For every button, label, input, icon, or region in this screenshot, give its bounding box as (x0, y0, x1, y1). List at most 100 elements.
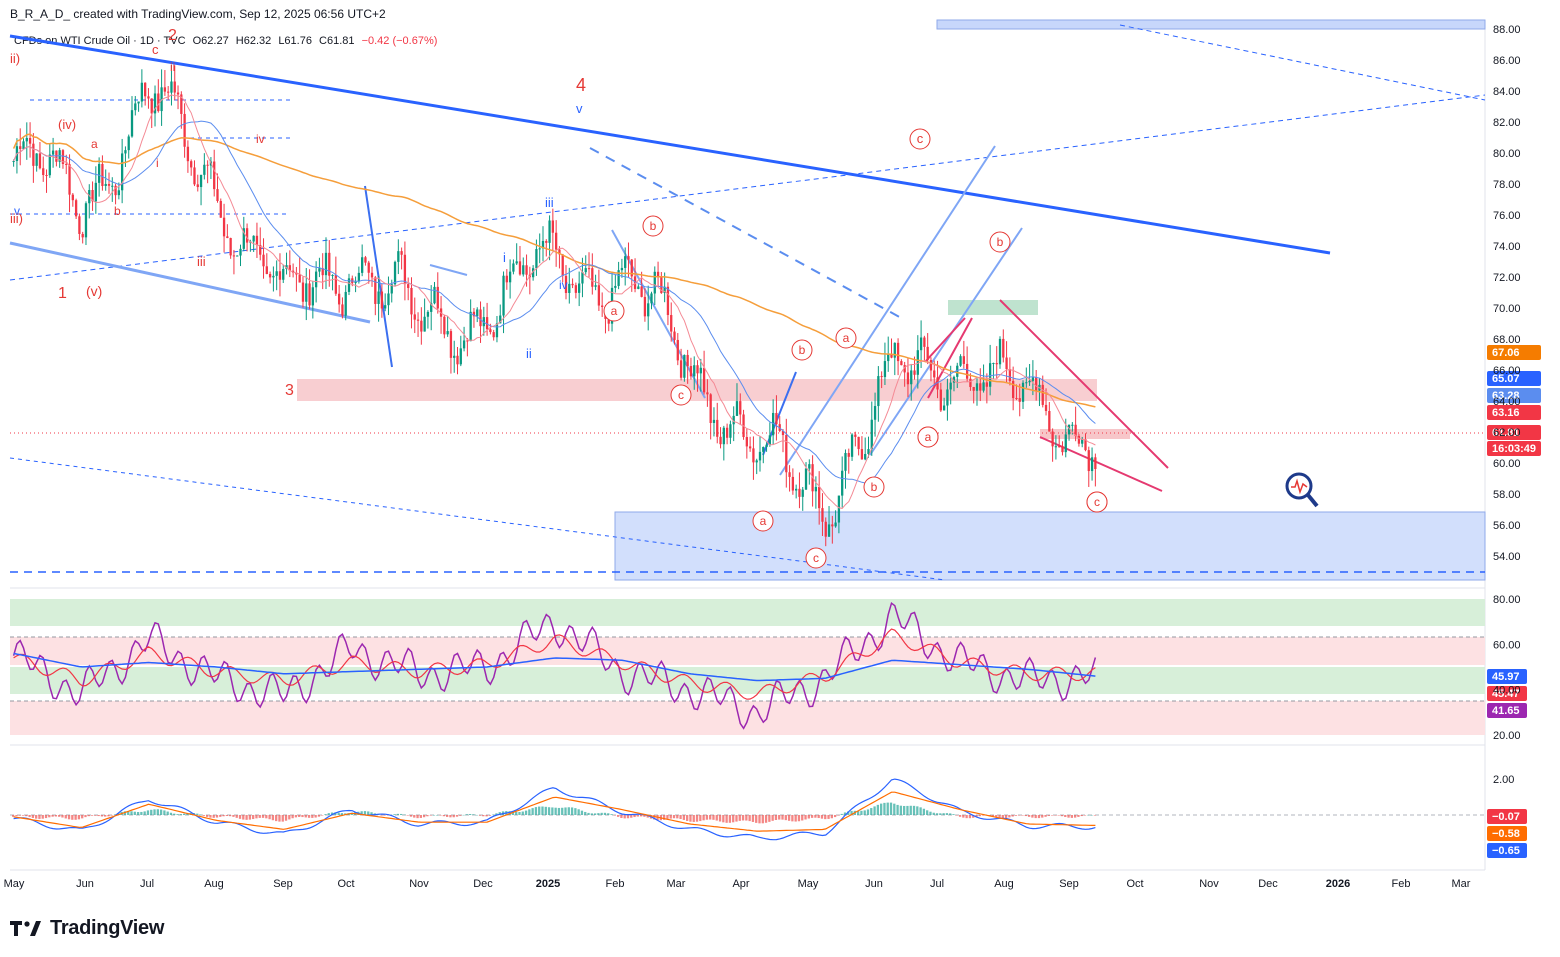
chart-data-layer: 67.0665.0763.2863.1661.8116:03:49ii)c2ii… (10, 27, 1541, 858)
candle-body (873, 406, 877, 420)
macd-hist-bar (422, 815, 426, 818)
macd-hist-bar (146, 810, 150, 815)
candle-body (479, 309, 482, 327)
candle-body (834, 522, 837, 527)
ohlc-close: C61.81 (319, 35, 355, 47)
macd-hist-bar (955, 815, 958, 816)
macd-hist-bar (547, 807, 551, 815)
candle-body (972, 387, 975, 391)
macd-hist-bar (1044, 815, 1047, 817)
candle-body (436, 286, 439, 309)
candle-body (791, 476, 795, 491)
macd-hist-bar (406, 815, 409, 816)
magnifier-icon[interactable] (1285, 472, 1319, 508)
wave-label: c (917, 131, 924, 146)
tradingview-footer[interactable]: TradingView (10, 914, 164, 942)
candle-body (581, 272, 584, 284)
macd-hist-bar (603, 812, 607, 815)
candle-body (173, 81, 176, 93)
candle-body (771, 412, 775, 436)
wave-label-circle (603, 300, 625, 322)
price-badge-label: 65.07 (1492, 373, 1520, 385)
macd-hist-bar (71, 815, 74, 820)
price-axis-tick: 74.00 (1493, 241, 1521, 253)
macd-hist-bar (452, 815, 455, 818)
macd-hist-bar (255, 815, 258, 819)
price-axis-tick: 84.00 (1493, 86, 1521, 98)
support-zone-blue[interactable] (614, 511, 1486, 581)
macd-hist-bar (248, 815, 252, 820)
candle-body (295, 272, 298, 275)
rising-line-2[interactable] (869, 227, 1023, 456)
blue-diag-c[interactable] (762, 371, 797, 456)
macd-badge-label: −0.07 (1492, 811, 1520, 823)
macd-hist-bar (850, 810, 853, 815)
candle-body (788, 472, 791, 477)
macd-hist-bar (235, 815, 238, 818)
candle-body (1077, 435, 1081, 444)
top-dashed-line[interactable] (1119, 24, 1486, 101)
rsi-overbought-zone (10, 599, 1485, 626)
candle-body (314, 271, 318, 288)
ohlc-high: H62.32 (235, 35, 272, 47)
candle-body (275, 271, 278, 276)
candle-body (531, 268, 535, 278)
macd-hist-bar (1041, 815, 1044, 818)
candle-body (232, 255, 236, 257)
candle-body (170, 81, 173, 93)
lower-dashed-line[interactable] (9, 457, 946, 581)
candle-body (679, 360, 683, 378)
candle-body (341, 304, 344, 316)
time-axis-tick: 2026 (1326, 878, 1350, 890)
macd-hist-bar (597, 813, 600, 815)
macd-hist-bar (245, 815, 248, 820)
time-axis-tick: Jun (865, 878, 883, 890)
price-axis-tick: 78.00 (1493, 179, 1521, 191)
small-red-line-2[interactable] (924, 317, 966, 363)
macd-hist-bar (521, 811, 524, 815)
macd-hist-bar (123, 811, 127, 815)
candle-body (929, 360, 933, 371)
macd-hist-bar (613, 815, 616, 816)
time-axis-tick: Mar (667, 878, 686, 890)
candle-body (656, 271, 660, 278)
macd-hist-bar (538, 806, 541, 815)
main-trendline[interactable] (9, 34, 1331, 255)
green-zone-small[interactable] (948, 300, 1038, 315)
wave4-dashed[interactable] (589, 147, 906, 321)
candle-body (693, 365, 696, 377)
candle-body (663, 286, 666, 294)
wedge-lower[interactable] (1039, 436, 1163, 492)
candle-body (798, 488, 801, 497)
macd-hist-bar (307, 815, 311, 818)
time-axis-tick: Mar (1452, 878, 1471, 890)
candle-body (1041, 384, 1044, 405)
macd-badge-label: −0.65 (1492, 845, 1520, 857)
candle-body (910, 370, 913, 385)
ascending-dashed-line[interactable] (9, 94, 1486, 281)
candle-body (301, 282, 305, 302)
candle-body (962, 356, 965, 364)
macd-hist-bar (942, 813, 945, 815)
candles-group (12, 64, 1097, 547)
candle-body (1071, 424, 1074, 426)
wedge-upper[interactable] (999, 299, 1169, 469)
macd-hist-bar (21, 815, 25, 816)
wave-label-circle (752, 510, 774, 532)
macd-hist-bar (176, 814, 179, 815)
macd-hist-bar (699, 815, 702, 822)
macd-hist-bar (883, 802, 886, 815)
rising-line-1[interactable] (779, 145, 996, 476)
candle-body (35, 153, 38, 166)
candle-body (137, 101, 140, 104)
small-red-line[interactable] (927, 317, 973, 399)
candle-body (804, 468, 808, 490)
macd-hist-bar (403, 814, 406, 816)
top-zone-blue[interactable] (936, 19, 1486, 30)
wave-label: 4 (576, 75, 586, 95)
candle-body (245, 228, 249, 243)
blue-diag-d[interactable] (429, 264, 468, 276)
macd-hist-bar (840, 813, 843, 815)
wave-label: iv (256, 132, 265, 146)
